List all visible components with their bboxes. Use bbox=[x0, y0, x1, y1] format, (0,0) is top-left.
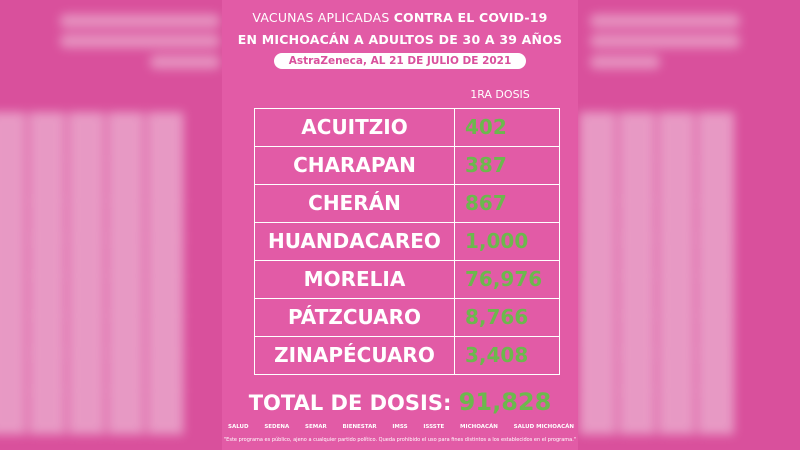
blurred-row: ▇▇▇▇ bbox=[580, 340, 738, 394]
title-line-1-normal: VACUNAS APLICADAS bbox=[252, 10, 394, 25]
municipio-cell: ZINAPÉCUARO bbox=[254, 336, 455, 375]
blurred-row: ▇▇▇▇ bbox=[580, 105, 738, 159]
logo-salud-michoacan: SALUD MICHOACÁN bbox=[513, 424, 574, 430]
blurred-row: ▇▇▇▇▇ bbox=[0, 265, 187, 319]
blurred-row: ▇▇▇▇ bbox=[580, 150, 738, 204]
blurred-row: ▇▇▇▇ bbox=[580, 265, 738, 319]
blurred-row: ▇▇▇▇▇ bbox=[0, 225, 187, 279]
dose-cell: 1,000 bbox=[454, 222, 560, 261]
municipio-cell: CHARAPAN bbox=[254, 146, 455, 185]
table-row: CHERÁN 867 bbox=[254, 184, 560, 223]
blurred-row: ▇▇▇▇▇ bbox=[0, 305, 187, 359]
dose-cell: 3,408 bbox=[454, 336, 560, 375]
blurred-row: ▇▇▇▇▇ bbox=[0, 105, 187, 159]
dose-cell: 867 bbox=[454, 184, 560, 223]
blurred-bar bbox=[60, 14, 220, 28]
table-row: PÁTZCUARO 8,766 bbox=[254, 298, 560, 337]
logo-semar: SEMAR bbox=[305, 424, 327, 430]
institution-logos: SALUD SEDENA SEMAR BIENESTAR IMSS ISSSTE… bbox=[228, 421, 574, 433]
title-line-1-bold: CONTRA EL COVID-19 bbox=[393, 10, 548, 25]
blurred-row: ▇▇▇▇ bbox=[580, 225, 738, 279]
logo-salud: SALUD bbox=[228, 424, 249, 430]
blurred-row: ▇▇▇▇ bbox=[580, 380, 738, 434]
total-value: 91,828 bbox=[458, 388, 552, 416]
dose-cell: 76,976 bbox=[454, 260, 560, 299]
legal-disclaimer: "Este programa es público, ajeno a cualq… bbox=[223, 437, 577, 443]
logo-michoacan: MICHOACÁN bbox=[460, 424, 498, 430]
logo-imss: IMSS bbox=[392, 424, 408, 430]
blurred-row: ▇▇▇▇▇ bbox=[0, 380, 187, 434]
table-row: ZINAPÉCUARO 3,408 bbox=[254, 336, 560, 375]
subtitle-pill: AstraZeneca, AL 21 DE JULIO DE 2021 bbox=[274, 53, 526, 69]
table-row: ACUITZIO 402 bbox=[254, 108, 560, 147]
dose-cell: 387 bbox=[454, 146, 560, 185]
municipio-cell: HUANDACAREO bbox=[254, 222, 455, 261]
blurred-row: ▇▇▇▇ bbox=[580, 305, 738, 359]
blurred-row: ▇▇▇▇ bbox=[580, 190, 738, 244]
municipio-cell: CHERÁN bbox=[254, 184, 455, 223]
dose-cell: 8,766 bbox=[454, 298, 560, 337]
logo-bienestar: BIENESTAR bbox=[342, 424, 377, 430]
table-row: CHARAPAN 387 bbox=[254, 146, 560, 185]
municipio-cell: PÁTZCUARO bbox=[254, 298, 455, 337]
municipio-cell: MORELIA bbox=[254, 260, 455, 299]
blurred-bar bbox=[590, 14, 740, 28]
title-line-2: EN MICHOACÁN A ADULTOS DE 30 A 39 AÑOS bbox=[237, 32, 563, 47]
table-row: MORELIA 76,976 bbox=[254, 260, 560, 299]
logo-sedena: SEDENA bbox=[264, 424, 290, 430]
dose-cell: 402 bbox=[454, 108, 560, 147]
blurred-bar bbox=[590, 34, 740, 48]
total-doses: TOTAL DE DOSIS: 91,828 bbox=[222, 388, 578, 416]
blurred-row: ▇▇▇▇▇ bbox=[0, 190, 187, 244]
blurred-bar bbox=[60, 34, 220, 48]
table-row: HUANDACAREO 1,000 bbox=[254, 222, 560, 261]
total-label: TOTAL DE DOSIS: bbox=[248, 391, 452, 415]
logo-issste: ISSSTE bbox=[423, 424, 445, 430]
column-header-first-dose: 1RA DOSIS bbox=[470, 88, 530, 101]
blurred-bar bbox=[590, 55, 660, 69]
title-line-1: VACUNAS APLICADAS CONTRA EL COVID-19 bbox=[222, 10, 578, 25]
municipio-cell: ACUITZIO bbox=[254, 108, 455, 147]
infographic-card: VACUNAS APLICADAS CONTRA EL COVID-19 EN … bbox=[222, 0, 578, 450]
blurred-row: ▇▇▇▇▇ bbox=[0, 150, 187, 204]
blurred-row: ▇▇▇▇▇ bbox=[0, 340, 187, 394]
blurred-bar bbox=[150, 55, 220, 69]
vaccine-table: ACUITZIO 402 CHARAPAN 387 CHERÁN 867 HUA… bbox=[254, 108, 560, 375]
